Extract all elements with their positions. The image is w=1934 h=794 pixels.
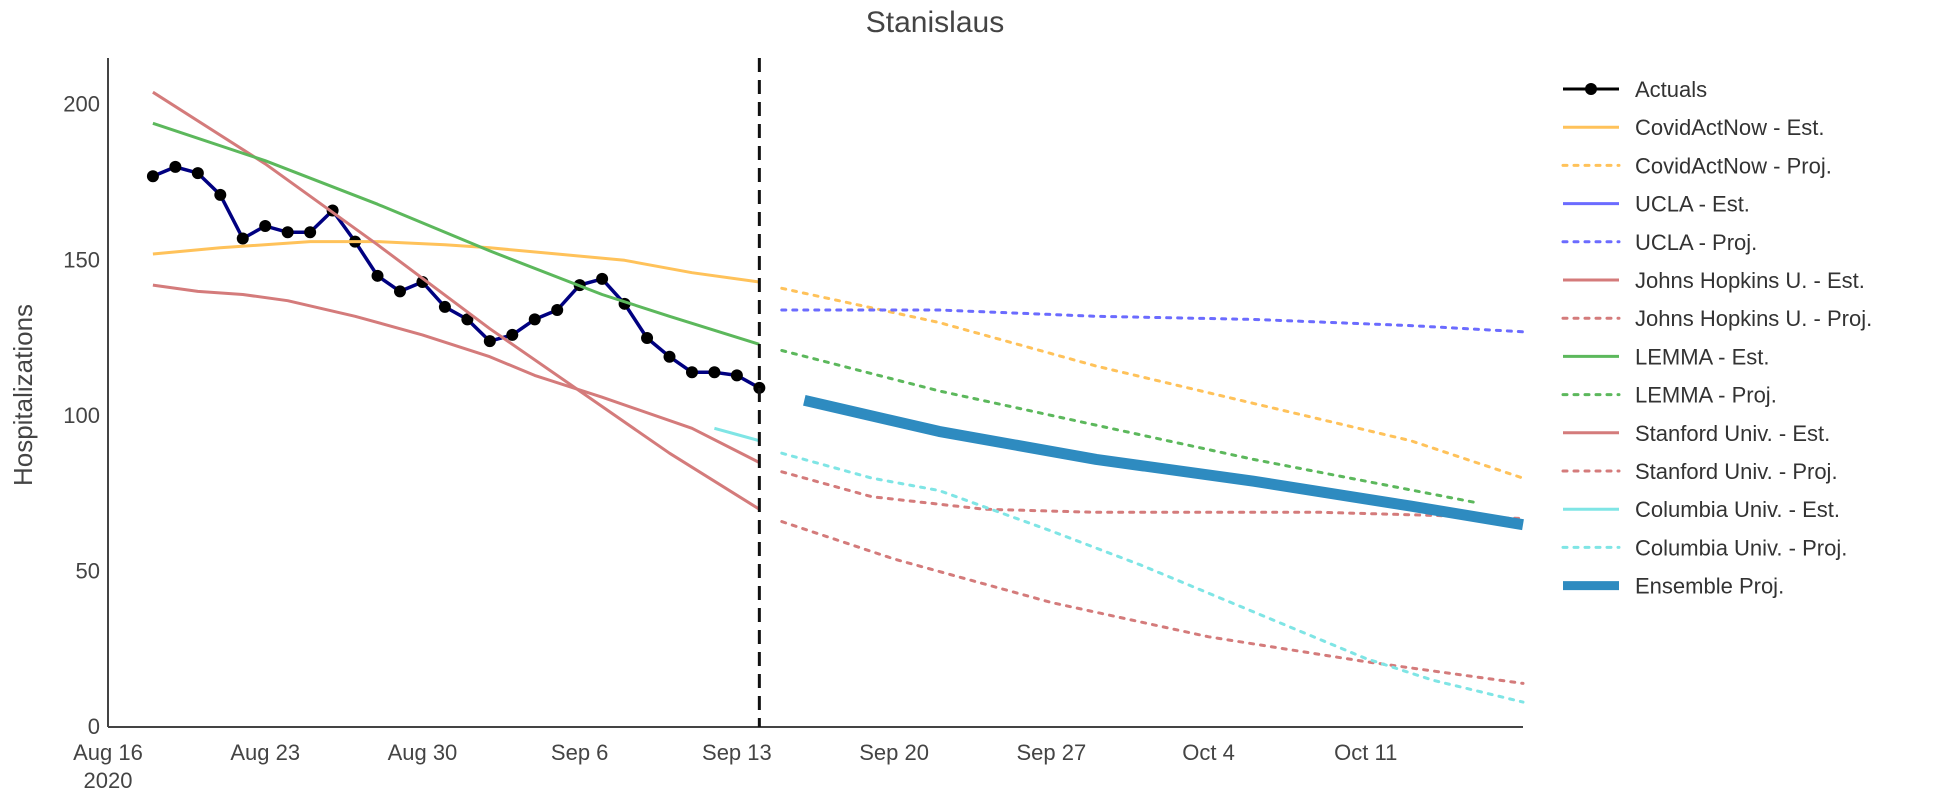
legend-label: Johns Hopkins U. - Proj. bbox=[1635, 306, 1872, 331]
legend-label: Actuals bbox=[1635, 77, 1707, 102]
legend-item-stanford-univ-est[interactable]: Stanford Univ. - Est. bbox=[1563, 421, 1830, 446]
x-tick-year-label: 2020 bbox=[84, 768, 133, 789]
actuals-point bbox=[528, 313, 541, 326]
actuals-point bbox=[169, 160, 182, 173]
y-tick-label: 0 bbox=[88, 714, 100, 739]
series-line-stanford-univ-est bbox=[152, 283, 760, 464]
series-line-covidactnow-proj bbox=[780, 286, 1525, 480]
actuals-point bbox=[708, 366, 721, 379]
actuals-point bbox=[663, 350, 676, 363]
actuals-point bbox=[191, 167, 204, 180]
actuals-point bbox=[730, 369, 743, 382]
chart-title: Stanislaus bbox=[866, 6, 1004, 39]
series-line-lemma-proj bbox=[780, 349, 1480, 505]
legend-item-johns-hopkins-u-est[interactable]: Johns Hopkins U. - Est. bbox=[1563, 268, 1865, 293]
series-line-lemma-est bbox=[152, 121, 760, 346]
x-tick-label: Sep 20 bbox=[859, 740, 929, 765]
legend-label: Columbia Univ. - Proj. bbox=[1635, 535, 1847, 560]
series-line-ucla-proj bbox=[780, 308, 1525, 334]
legend-item-ucla-proj[interactable]: UCLA - Proj. bbox=[1561, 230, 1757, 255]
actuals-point bbox=[304, 226, 317, 239]
actuals-point bbox=[685, 366, 698, 379]
legend-label: CovidActNow - Proj. bbox=[1635, 153, 1832, 178]
x-tick-label: Oct 11 bbox=[1334, 740, 1397, 765]
actuals-point bbox=[281, 226, 294, 239]
legend-item-ucla-est[interactable]: UCLA - Est. bbox=[1563, 192, 1750, 217]
x-axis-ticks: Aug 16 2020 Aug 23 Aug 30 Sep 6 Sep 13 Sep 20 S… bbox=[73, 740, 1397, 793]
legend-label: UCLA - Est. bbox=[1635, 192, 1750, 217]
legend-item-johns-hopkins-u-proj[interactable]: Johns Hopkins U. - Proj. bbox=[1561, 306, 1872, 331]
series-layer bbox=[146, 90, 1525, 704]
x-tick-label: Aug 23 bbox=[230, 740, 300, 765]
legend-label: Stanford Univ. - Proj. bbox=[1635, 459, 1838, 484]
actuals-point bbox=[146, 170, 159, 183]
y-tick-label: 50 bbox=[76, 558, 100, 583]
series-line-columbia-univ-proj bbox=[780, 451, 1525, 704]
actuals-point bbox=[393, 285, 406, 298]
series-line-actuals bbox=[152, 165, 761, 390]
x-tick-label: Sep 13 bbox=[702, 740, 772, 765]
series-line-columbia-univ-est bbox=[714, 426, 760, 443]
actuals-point bbox=[483, 335, 496, 348]
y-axis-ticks: 0 50 100 150 200 bbox=[63, 92, 100, 739]
legend-item-lemma-est[interactable]: LEMMA - Est. bbox=[1563, 344, 1769, 369]
actuals-point bbox=[753, 381, 766, 394]
legend-label: LEMMA - Est. bbox=[1635, 344, 1769, 369]
y-tick-label: 150 bbox=[63, 247, 100, 272]
x-tick-label: Sep 27 bbox=[1016, 740, 1086, 765]
x-tick-label: Aug 16 bbox=[73, 740, 143, 765]
legend-marker bbox=[1585, 83, 1597, 95]
series-line-covidactnow-est bbox=[152, 240, 760, 284]
series-line-ensemble-proj bbox=[803, 394, 1524, 531]
x-tick-label: Sep 6 bbox=[551, 740, 609, 765]
legend-label: Johns Hopkins U. - Est. bbox=[1635, 268, 1865, 293]
legend-label: Columbia Univ. - Est. bbox=[1635, 497, 1840, 522]
legend-item-columbia-univ-proj[interactable]: Columbia Univ. - Proj. bbox=[1561, 535, 1847, 560]
actuals-point bbox=[236, 232, 249, 245]
actuals-point bbox=[438, 300, 451, 313]
legend-item-columbia-univ-est[interactable]: Columbia Univ. - Est. bbox=[1563, 497, 1840, 522]
legend-label: Ensemble Proj. bbox=[1635, 574, 1784, 599]
actuals-point bbox=[371, 269, 384, 282]
y-tick-label: 100 bbox=[63, 403, 100, 428]
legend-item-covidactnow-proj[interactable]: CovidActNow - Proj. bbox=[1561, 153, 1832, 178]
actuals-point bbox=[551, 304, 564, 317]
legend-label: UCLA - Proj. bbox=[1635, 230, 1757, 255]
actuals-point bbox=[461, 313, 474, 326]
series-line-stanford-univ-proj bbox=[780, 470, 1525, 520]
legend-label: CovidActNow - Est. bbox=[1635, 115, 1825, 140]
series-line-johns-hopkins-u-est bbox=[152, 90, 761, 511]
series-line-johns-hopkins-u-proj bbox=[780, 520, 1525, 685]
x-tick-label: Oct 4 bbox=[1182, 740, 1235, 765]
legend-item-lemma-proj[interactable]: LEMMA - Proj. bbox=[1561, 383, 1777, 408]
y-axis-label: Hospitalizations bbox=[8, 304, 38, 486]
actuals-point bbox=[641, 332, 654, 345]
legend-label: Stanford Univ. - Est. bbox=[1635, 421, 1830, 446]
legend-item-stanford-univ-proj[interactable]: Stanford Univ. - Proj. bbox=[1561, 459, 1838, 484]
legend-item-covidactnow-est[interactable]: CovidActNow - Est. bbox=[1563, 115, 1825, 140]
legend-item-ensemble-proj[interactable]: Ensemble Proj. bbox=[1563, 574, 1784, 599]
actuals-point bbox=[596, 272, 609, 285]
y-tick-label: 200 bbox=[63, 92, 100, 117]
x-tick-label: Aug 30 bbox=[388, 740, 458, 765]
actuals-point bbox=[506, 328, 519, 341]
legend-item-actuals[interactable]: Actuals bbox=[1563, 77, 1707, 102]
actuals-point bbox=[214, 188, 227, 201]
legend: Actuals CovidActNow - Est. CovidActNow - P… bbox=[1561, 77, 1872, 599]
legend-label: LEMMA - Proj. bbox=[1635, 383, 1777, 408]
actuals-point bbox=[259, 220, 272, 233]
